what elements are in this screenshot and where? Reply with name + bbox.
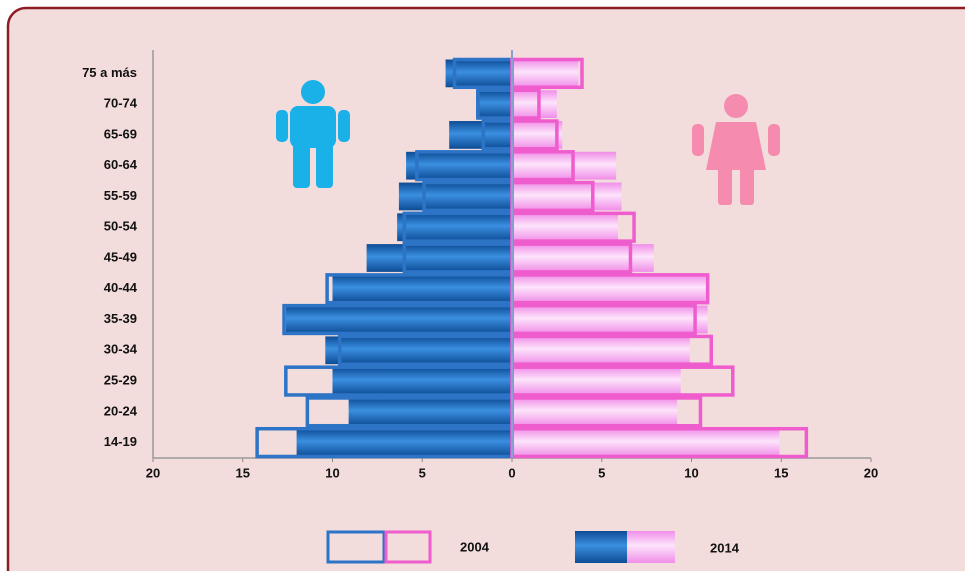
legend-swatch: [384, 530, 432, 564]
x-tick-label: 15: [236, 465, 250, 480]
female-icon: [692, 94, 780, 205]
bar: [512, 274, 706, 303]
legend-label: 2004: [460, 539, 490, 554]
bar: [398, 182, 512, 211]
bar: [285, 305, 512, 334]
bar: [366, 244, 512, 272]
bar: [512, 428, 780, 457]
x-tick-label: 5: [419, 465, 426, 480]
y-tick-label: 35-39: [104, 311, 137, 326]
x-tick-label: 10: [684, 465, 698, 480]
bar: [449, 121, 512, 149]
y-tick-label: 75 a más: [82, 65, 137, 80]
bar: [512, 182, 622, 211]
y-tick-label: 65-69: [104, 126, 137, 141]
y-tick-label: 30-34: [104, 342, 138, 357]
y-tick-label: 60-64: [104, 157, 138, 172]
bar: [512, 90, 557, 119]
legend-swatch: [575, 531, 627, 563]
y-tick-label: 45-49: [104, 249, 137, 264]
bar: [512, 367, 681, 395]
bar: [332, 367, 512, 395]
legend-label: 2014: [710, 540, 740, 555]
x-tick-label: 15: [774, 465, 788, 480]
legend-swatch: [627, 531, 675, 563]
x-tick-label: 20: [864, 465, 878, 480]
legend-swatch: [326, 530, 386, 564]
y-tick-label: 25-29: [104, 373, 137, 388]
bar: [325, 336, 512, 365]
bar: [397, 213, 512, 242]
y-tick-label: 70-74: [104, 96, 138, 111]
bar: [512, 244, 654, 272]
bar: [476, 90, 512, 119]
bar: [406, 151, 512, 180]
bar: [512, 151, 617, 180]
bar: [296, 428, 512, 457]
bar: [332, 274, 512, 303]
bar: [512, 213, 618, 242]
bar: [512, 336, 690, 365]
y-tick-label: 20-24: [104, 403, 138, 418]
bar: [445, 59, 512, 88]
male-icon: [276, 80, 350, 188]
bar: [512, 121, 563, 149]
y-tick-label: 55-59: [104, 188, 137, 203]
x-tick-label: 0: [508, 465, 515, 480]
bar: [512, 305, 708, 334]
bar: [512, 397, 678, 426]
y-tick-label: 40-44: [104, 280, 138, 295]
x-tick-label: 10: [325, 465, 339, 480]
x-tick-label: 5: [598, 465, 605, 480]
bar: [348, 397, 512, 426]
y-tick-label: 50-54: [104, 219, 138, 234]
bar: [512, 59, 579, 88]
legend: 2004 2014: [326, 530, 740, 564]
x-tick-label: 20: [146, 465, 160, 480]
y-tick-label: 14-19: [104, 434, 137, 449]
